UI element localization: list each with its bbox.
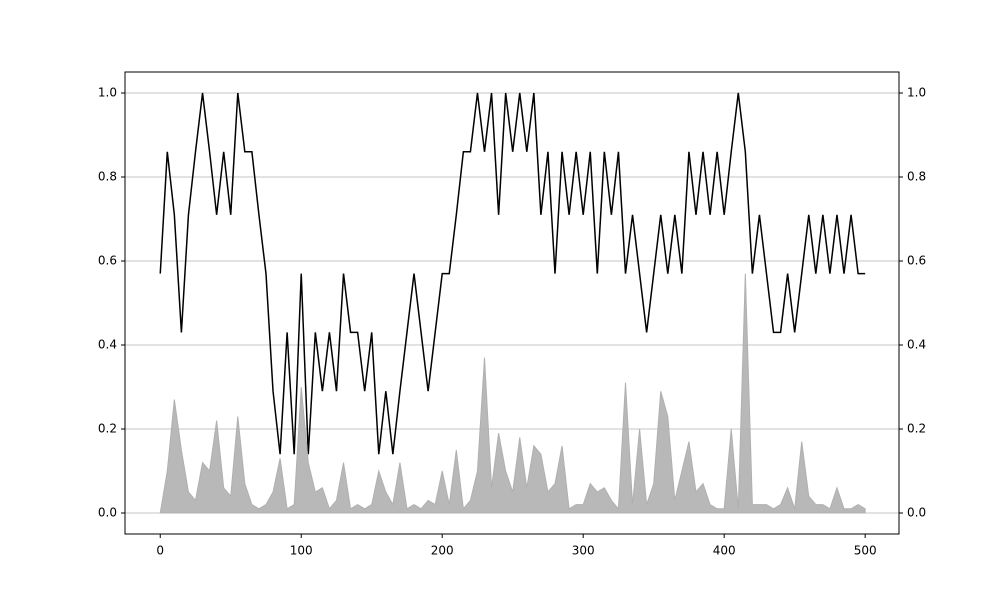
x-tick-label: 400 (713, 544, 736, 558)
y-tick-label: 0.4 (98, 338, 117, 352)
y2-tick-label: 0.2 (907, 422, 926, 436)
x-tick-label: 300 (572, 544, 595, 558)
y-tick-label: 0.8 (98, 170, 117, 184)
y2-tick-label: 1.0 (907, 86, 926, 100)
x-tick-label: 500 (854, 544, 877, 558)
y2-tick-label: 0.8 (907, 170, 926, 184)
line (159, 92, 866, 455)
y2-tick-label: 0.6 (907, 254, 926, 268)
x-tick-label: 0 (156, 544, 164, 558)
area (159, 273, 866, 514)
x-tick-label: 200 (431, 544, 454, 558)
x-tick-label: 100 (290, 544, 313, 558)
y-tick-label: 0.6 (98, 254, 117, 268)
y2-tick-label: 0.4 (907, 338, 926, 352)
y2-tick-label: 0.0 (907, 506, 926, 520)
y-tick-label: 1.0 (98, 86, 117, 100)
y-tick-label: 0.0 (98, 506, 117, 520)
y-tick-label: 0.2 (98, 422, 117, 436)
plot-frame (124, 71, 900, 535)
